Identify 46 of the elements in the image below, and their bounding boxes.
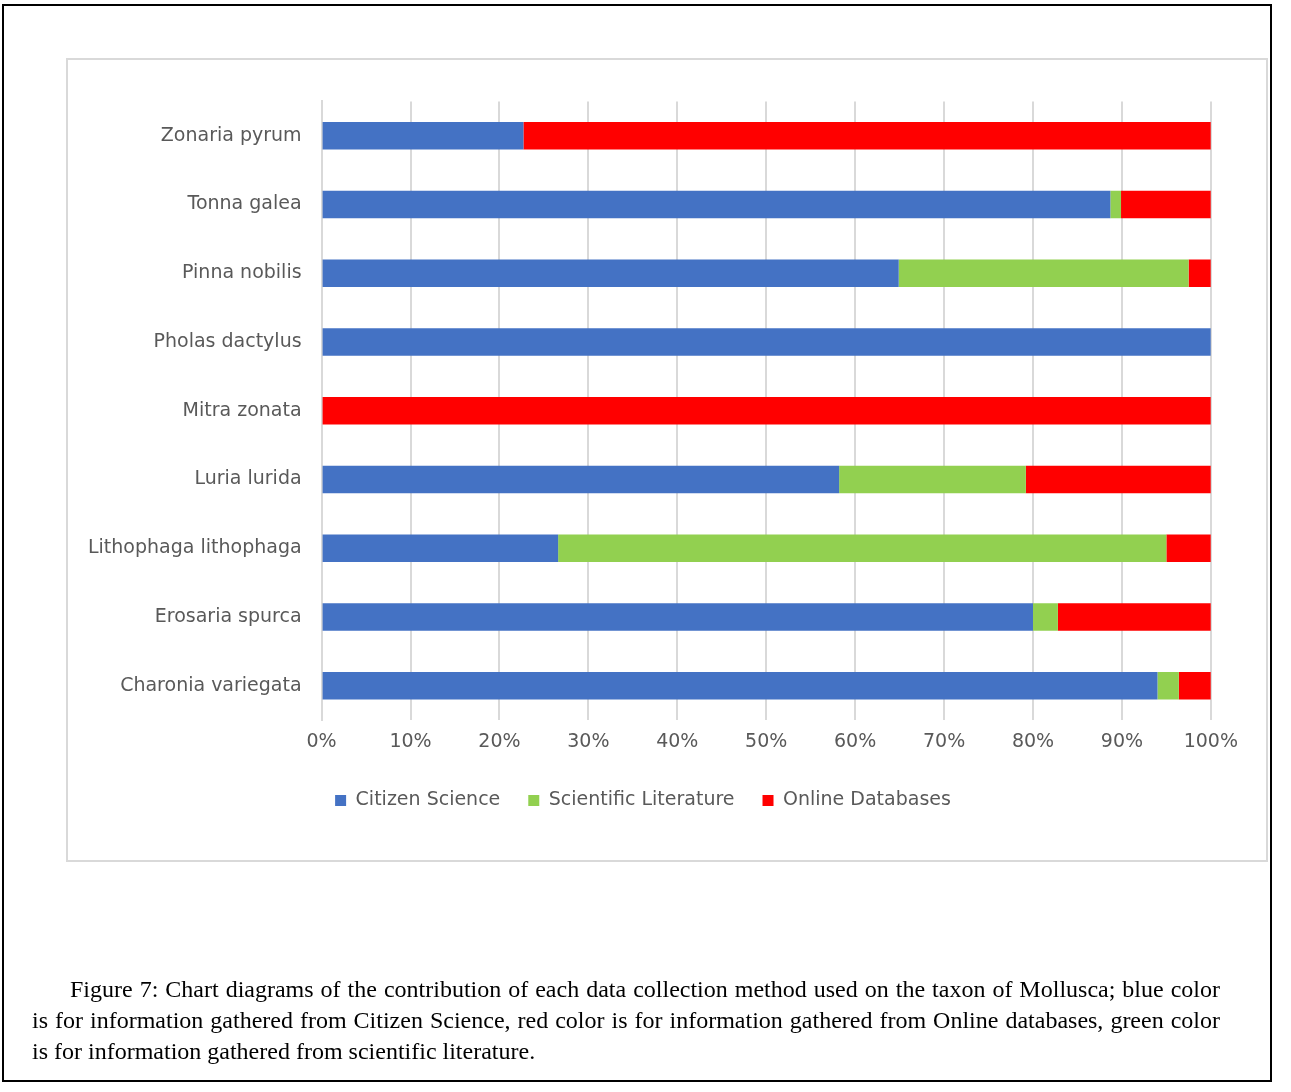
bar bbox=[1188, 259, 1211, 288]
bar bbox=[322, 603, 1033, 631]
y-tick-label: Mitra zonata bbox=[182, 397, 302, 420]
bar bbox=[1057, 603, 1211, 631]
bar bbox=[558, 534, 1167, 563]
caption: Figure 7: Chart diagrams of the contribution of each data collection method used on the taxon of Mollusca; blue color is for information gathered from Citizen Science, red color is for information gathered from Online databases, green color is for information gathered from scientific literature. bbox=[32, 975, 1220, 1066]
x-tick-label: 10% bbox=[389, 728, 432, 751]
x-tick-label: 20% bbox=[478, 728, 521, 751]
x-tick-label: 60% bbox=[834, 728, 877, 751]
y-tick-label: Tonna galea bbox=[186, 191, 302, 214]
bar bbox=[322, 397, 1211, 425]
bar bbox=[322, 259, 899, 288]
x-tick-label: 30% bbox=[567, 728, 610, 751]
legend-label: Online Databases bbox=[783, 787, 951, 810]
x-tick-label: 100% bbox=[1183, 728, 1238, 751]
bar bbox=[1110, 190, 1122, 219]
legend-label: Scientific Literature bbox=[548, 787, 735, 810]
bar bbox=[322, 534, 559, 563]
y-tick-label: Charonia variegata bbox=[120, 672, 302, 695]
y-tick-label: Luria lurida bbox=[194, 466, 302, 489]
bar bbox=[322, 465, 840, 494]
bar bbox=[322, 328, 1211, 356]
bar bbox=[1025, 465, 1211, 494]
x-tick-label: 90% bbox=[1100, 728, 1144, 751]
bar bbox=[1178, 672, 1211, 700]
y-tick-label: Lithophaga lithophaga bbox=[88, 535, 302, 558]
y-tick-label: Erosaria spurca bbox=[154, 604, 302, 626]
bar bbox=[322, 122, 524, 150]
bar bbox=[322, 190, 1111, 219]
bar bbox=[1032, 603, 1058, 631]
y-tick-label: Pinna nobilis bbox=[182, 260, 302, 283]
x-tick-label: 0% bbox=[306, 728, 337, 751]
bar bbox=[898, 259, 1189, 288]
bar bbox=[1157, 672, 1179, 700]
y-tick-label: Pholas dactylus bbox=[153, 328, 302, 351]
x-tick-label: 50% bbox=[745, 728, 788, 751]
bar bbox=[1166, 534, 1211, 563]
x-tick-label: 80% bbox=[1011, 728, 1055, 751]
bar bbox=[1121, 190, 1211, 219]
legend-label: Citizen Science bbox=[355, 787, 501, 810]
bar bbox=[523, 122, 1211, 150]
y-tick-label: Zonaria pyrum bbox=[160, 122, 302, 145]
x-tick-label: 70% bbox=[922, 728, 966, 751]
x-tick-label: 40% bbox=[656, 728, 699, 751]
bar bbox=[322, 672, 1158, 700]
bar bbox=[839, 465, 1026, 494]
